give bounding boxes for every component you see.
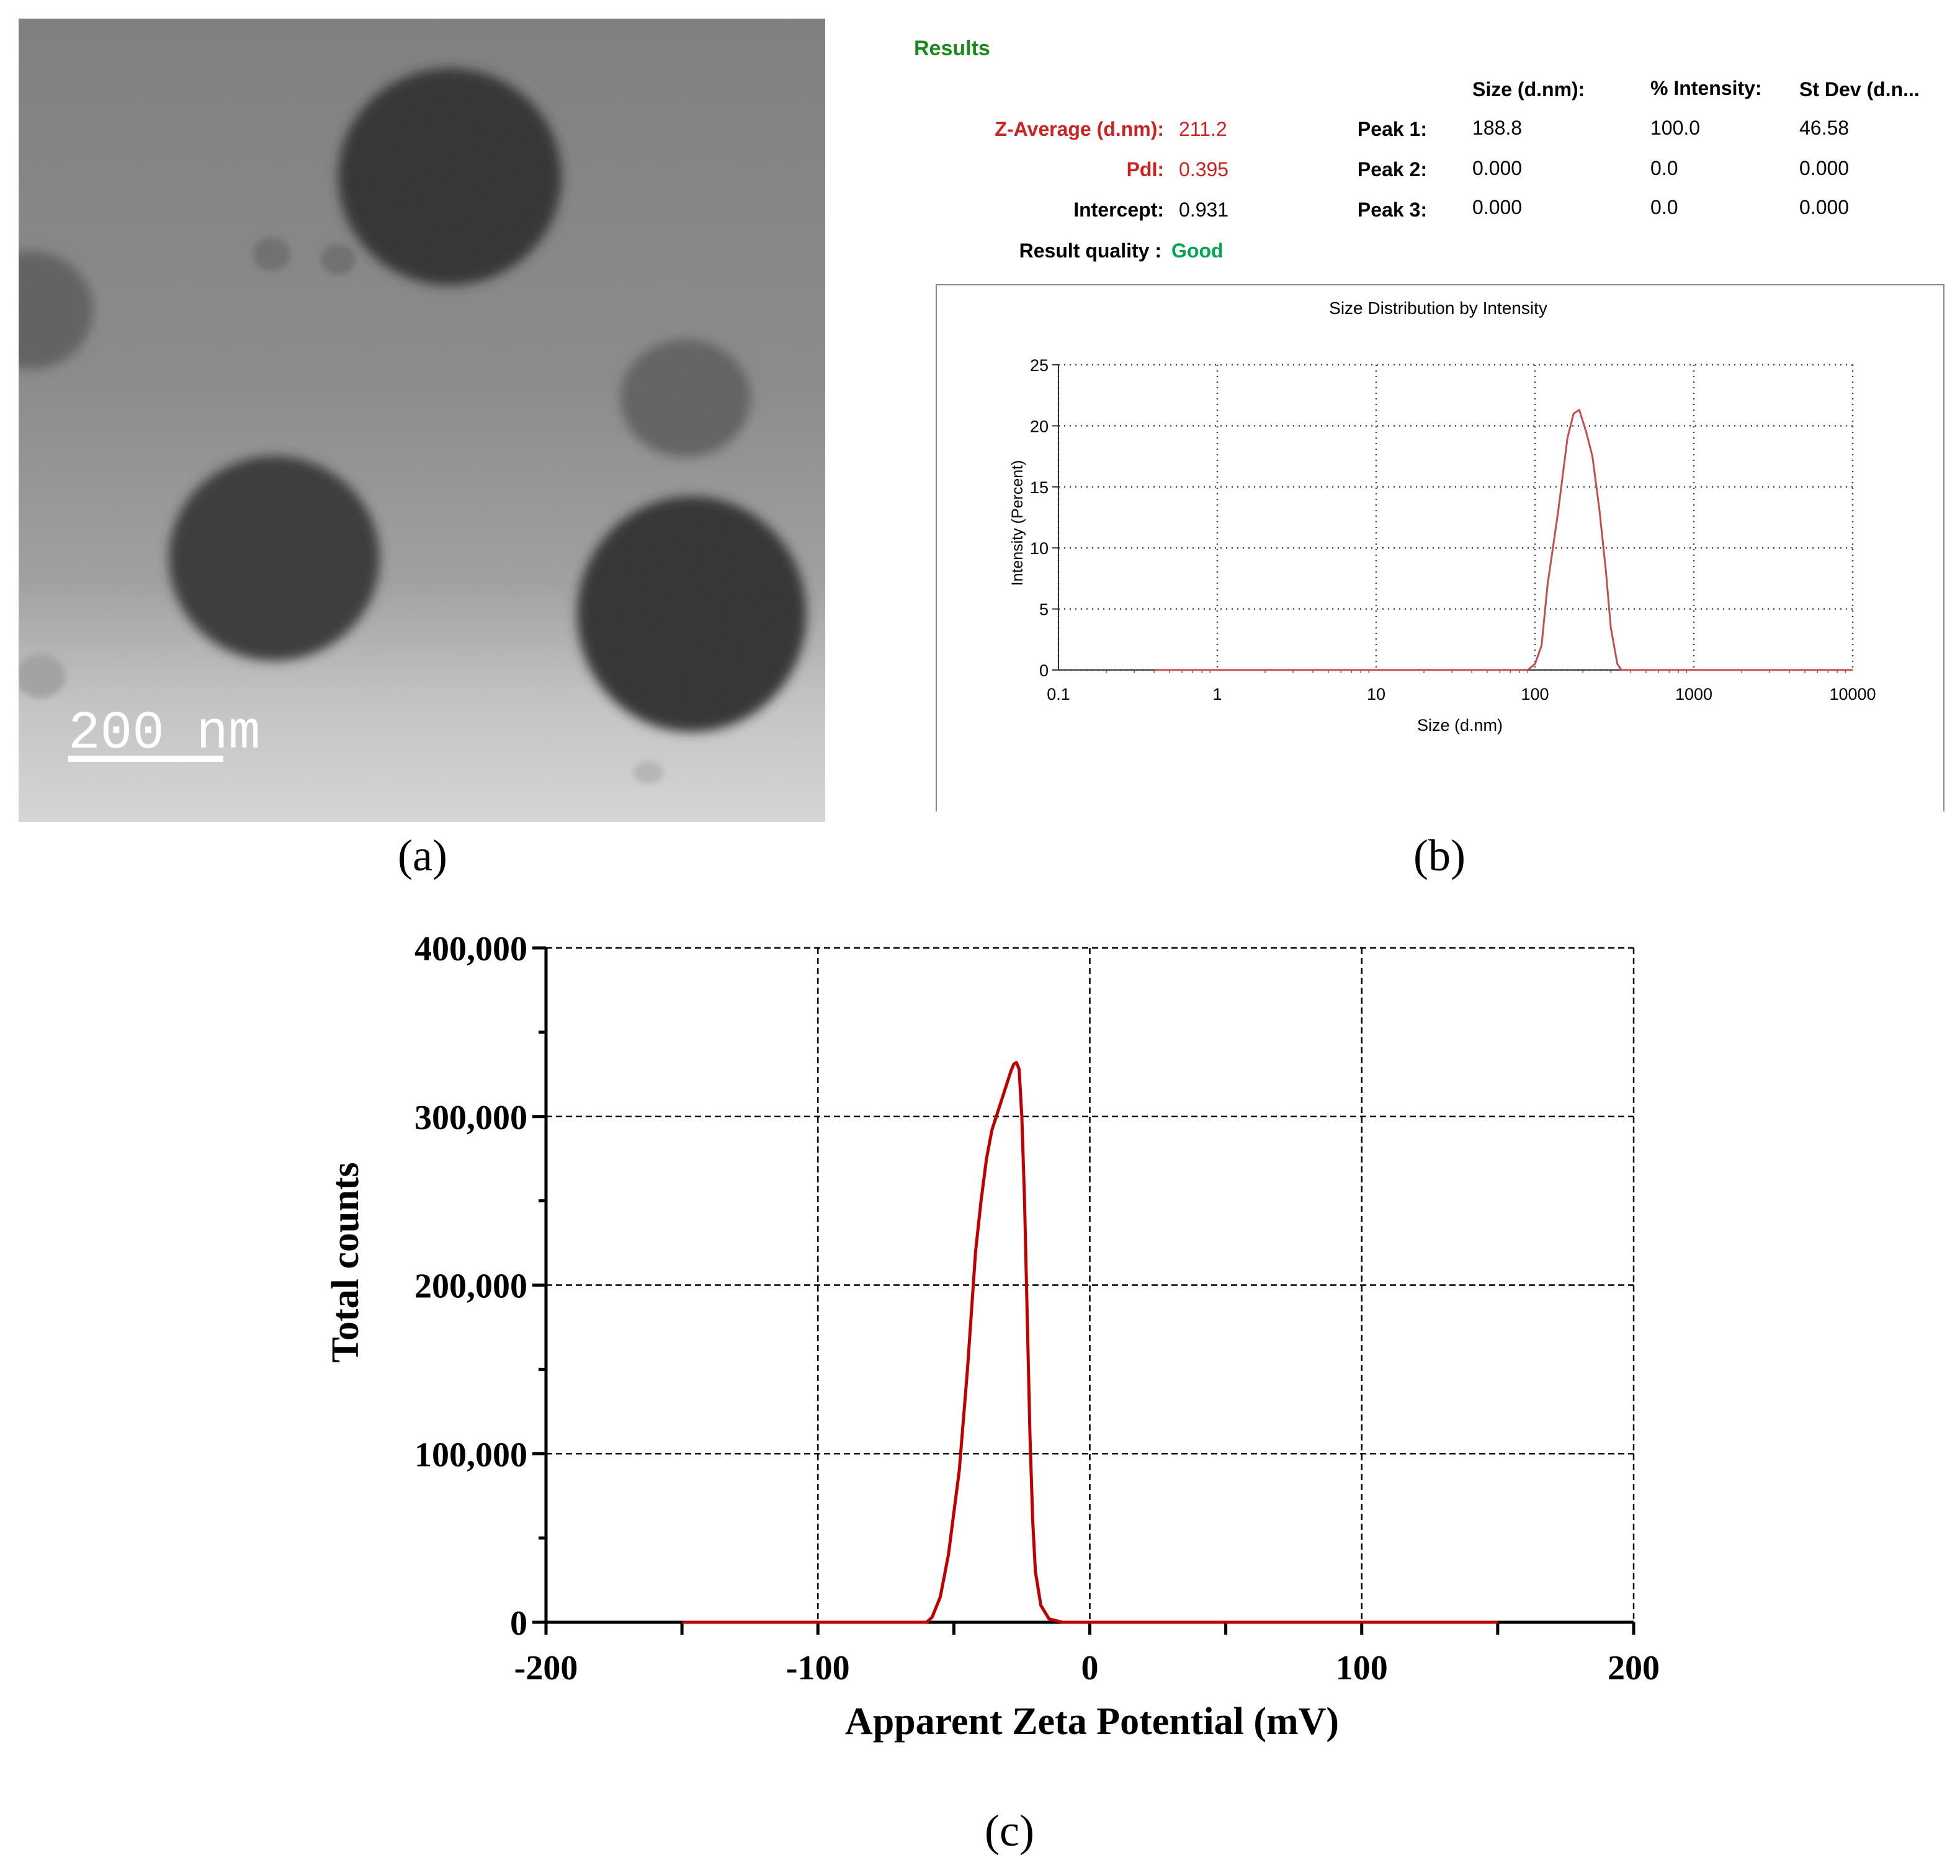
x-tick-label: 200	[1608, 1649, 1660, 1687]
x-tick-label: 100	[1336, 1649, 1388, 1687]
tem-micrograph: 200 nm	[19, 19, 825, 822]
x-axis-label: Size (d.nm)	[1417, 716, 1503, 735]
peak-3-size: 0.000	[1472, 196, 1523, 218]
pdi-value: 0.395	[1179, 158, 1229, 181]
pdi-label: PdI:	[1126, 158, 1164, 181]
series-line-0	[682, 1061, 1498, 1624]
x-tick-label: 0.1	[1047, 685, 1070, 704]
zeta-potential-chart: Apparent Zeta Potential (mV) Total count…	[324, 930, 1660, 1743]
result-quality-label: Result quality :	[1019, 239, 1161, 262]
results-title: Results	[914, 37, 990, 60]
peak-1-intensity: 100.0	[1650, 117, 1701, 139]
peak-3-intensity: 0.0	[1650, 196, 1678, 218]
y-tick-label: 200,000	[414, 1267, 527, 1306]
header-stdev: St Dev (d.n...	[1799, 78, 1920, 100]
size-distribution-chart: Size Distribution by Intensity Size (d.n…	[1009, 298, 1876, 735]
panel-label-c: (c)	[985, 1806, 1034, 1856]
panel-label-b: (b)	[1413, 831, 1466, 880]
y-axis-label: Intensity (Percent)	[1009, 460, 1026, 586]
peak-2-label: Peak 2:	[1357, 158, 1427, 181]
x-tick-label: 1000	[1675, 685, 1712, 704]
y-tick-label: 15	[1030, 478, 1049, 497]
x-tick-label: 10	[1367, 685, 1385, 704]
y-tick-label: 0	[510, 1604, 527, 1643]
intercept-value: 0.931	[1179, 199, 1229, 221]
peak-1-stdev: 46.58	[1799, 117, 1850, 139]
size-distribution-frame	[936, 284, 1944, 811]
z-average-label: Z-Average (d.nm):	[995, 118, 1164, 140]
y-tick-label: 300,000	[414, 1099, 527, 1137]
scale-bar	[68, 756, 223, 762]
header-intensity: % Intensity:	[1650, 77, 1762, 99]
y-tick-label: 10	[1030, 539, 1049, 558]
x-tick-label: 1	[1212, 685, 1222, 704]
x-tick-label: 10000	[1829, 685, 1876, 704]
peak-1-size: 188.8	[1472, 117, 1523, 139]
header-size: Size (d.nm):	[1472, 78, 1585, 100]
z-average-value: 211.2	[1179, 118, 1227, 140]
x-tick-label: 100	[1521, 685, 1549, 704]
peak-2-size: 0.000	[1472, 157, 1523, 179]
x-tick-label: -200	[514, 1649, 578, 1687]
scale-bar-label: 200 nm	[68, 703, 261, 764]
result-quality-value: Good	[1171, 239, 1224, 262]
y-tick-label: 5	[1039, 601, 1049, 619]
peak-3-label: Peak 3:	[1357, 199, 1427, 221]
y-tick-label: 0	[1039, 661, 1049, 680]
intercept-label: Intercept:	[1073, 199, 1164, 221]
peak-2-intensity: 0.0	[1650, 157, 1678, 179]
peak-1-label: Peak 1:	[1357, 118, 1427, 140]
x-axis-label: Apparent Zeta Potential (mV)	[845, 1700, 1339, 1743]
series-line-0	[1154, 408, 1853, 671]
y-tick-label: 100,000	[414, 1436, 527, 1474]
y-tick-label: 20	[1030, 417, 1049, 436]
y-tick-label: 400,000	[414, 930, 527, 968]
panel-label-a: (a)	[398, 831, 447, 880]
chart-title: Size Distribution by Intensity	[1329, 298, 1547, 318]
y-axis-label: Total counts	[324, 1162, 367, 1362]
peak-3-stdev: 0.000	[1799, 196, 1850, 218]
peak-2-stdev: 0.000	[1799, 157, 1850, 179]
x-tick-label: 0	[1081, 1649, 1099, 1687]
y-tick-label: 25	[1030, 356, 1049, 375]
x-tick-label: -100	[786, 1649, 850, 1687]
